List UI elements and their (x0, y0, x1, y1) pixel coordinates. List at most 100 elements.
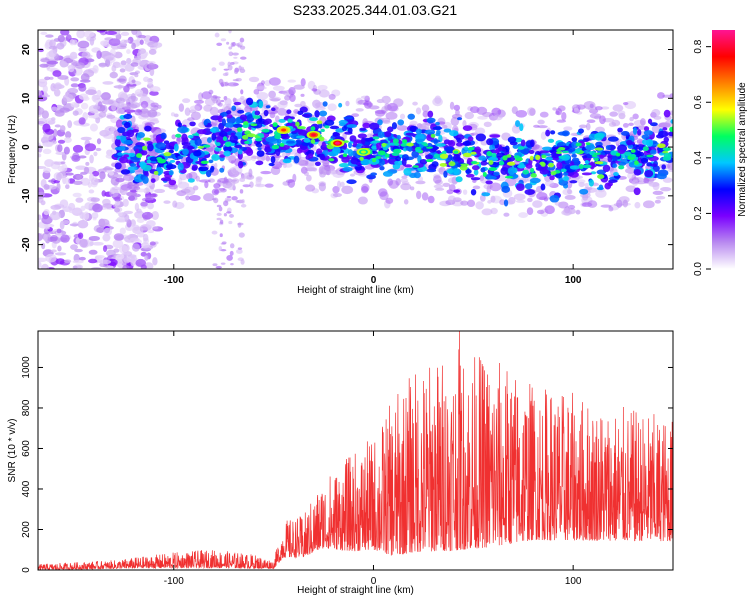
spectrogram-cell (341, 125, 347, 132)
spectrogram-cell (223, 213, 227, 217)
spectrogram-cell (462, 189, 468, 195)
spectrogram-cell (539, 161, 545, 166)
spectrogram-cell (633, 187, 641, 196)
spectrogram-cell (589, 161, 595, 170)
spectrogram-cell (240, 203, 247, 208)
spectrogram-cell (460, 163, 470, 166)
spectrogram-cell (434, 187, 445, 191)
spectrogram-cell (231, 178, 240, 184)
spectrogram-cell (69, 39, 75, 46)
spectrogram-cell (396, 134, 401, 140)
spectrogram-cell (544, 180, 555, 187)
spectrogram-cell (552, 107, 557, 111)
spectrogram-cell (462, 125, 473, 131)
spectrogram-cell (229, 250, 234, 256)
spectrogram-cell (117, 174, 123, 179)
spectrogram-cell (462, 120, 467, 128)
spectrogram-cell (63, 259, 72, 264)
spectrogram-cell (43, 183, 50, 191)
spectrogram-cell (545, 157, 553, 161)
y-tick-label: 20 (21, 44, 32, 56)
spectrogram-cell (192, 133, 200, 136)
spectrogram-cell (544, 205, 555, 215)
spectrogram-cell (215, 265, 222, 269)
spectrogram-cell (181, 141, 191, 146)
spectrogram-cell (60, 30, 70, 36)
spectrogram-cell (140, 100, 149, 109)
spectrogram-cell (239, 114, 248, 121)
spectrogram-cell (271, 144, 280, 150)
spectrogram-cell (75, 165, 87, 170)
spectrogram-cell (276, 138, 282, 144)
spectrogram-cell (667, 168, 673, 173)
spectrogram-cell (271, 107, 276, 112)
spectrogram-cell (163, 163, 168, 170)
spectrogram-cell (172, 200, 178, 208)
spectrogram-cell (336, 180, 342, 190)
spectrogram-cell (168, 149, 174, 154)
spectrogram-cell (486, 151, 493, 157)
spectrogram-cell (189, 105, 201, 112)
spectrogram-cell (73, 180, 83, 186)
spectrogram-cell (324, 125, 330, 129)
spectrogram-cell (611, 154, 619, 162)
spectrogram-cell (213, 183, 221, 189)
y-tick-label: 1000 (21, 356, 32, 379)
spectrogram-cell (136, 37, 141, 46)
spectrogram-cell (241, 199, 245, 204)
spectrogram-cell (488, 167, 497, 171)
spectrogram-cell (221, 118, 226, 127)
spectrogram-cell (402, 139, 408, 144)
spectrogram-cell (511, 124, 521, 134)
spectrogram-cell (101, 190, 107, 197)
spectrogram-cell (660, 186, 672, 192)
spectrogram-cell (633, 168, 642, 176)
spectrogram-cell (332, 192, 342, 198)
spectrogram-cell (605, 145, 611, 151)
spectrogram-cell (372, 157, 377, 163)
spectrogram-cell (131, 30, 138, 36)
spectrogram-cell (216, 42, 223, 47)
spectrogram-cell (122, 174, 135, 181)
spectrogram-cell (136, 218, 145, 223)
spectrogram-cell (467, 136, 474, 142)
spectrogram-cell (182, 98, 191, 104)
spectrogram-cell (239, 37, 245, 43)
spectrogram-cell (391, 122, 397, 130)
spectrogram-cell (131, 79, 136, 84)
colorbar-tick-label: 0.8 (693, 39, 704, 53)
spectrogram-cell (124, 214, 130, 223)
bottom-plot-frame (37, 330, 674, 571)
spectrogram-cell (111, 103, 117, 111)
spectrogram-cell (147, 229, 155, 234)
spectrogram-cell (123, 210, 134, 215)
spectrogram-cell (346, 179, 357, 185)
spectrogram-cell (642, 146, 649, 152)
spectrogram-cell (507, 167, 516, 175)
spectrogram-cell (232, 79, 240, 82)
spectrogram-cell (92, 203, 103, 213)
spectrogram-cell (228, 51, 234, 57)
spectrogram-cell (83, 166, 90, 174)
spectrogram-cell (65, 172, 74, 176)
spectrogram-cell (242, 134, 249, 140)
spectrogram-cell (204, 181, 209, 189)
spectrogram-cell (628, 122, 634, 127)
spectrogram-cell (562, 175, 570, 182)
spectrogram-cell (536, 209, 545, 215)
spectrogram-cell (501, 185, 511, 193)
spectrogram-cell (648, 182, 660, 186)
spectrogram-cell (578, 163, 584, 170)
spectrogram-cell (38, 233, 43, 242)
spectrogram-cell (455, 142, 464, 147)
spectrogram-cell (229, 61, 235, 66)
spectrogram-cell (622, 101, 629, 106)
spectrogram-cell (138, 48, 147, 55)
spectrogram-cell (300, 93, 305, 97)
snr-series-line (38, 331, 673, 570)
spectrogram-cell (462, 152, 472, 158)
spectrogram-cell (70, 77, 80, 82)
spectrogram-cell (143, 76, 150, 83)
spectrogram-cell (515, 120, 521, 127)
spectrogram-cell (239, 189, 244, 194)
